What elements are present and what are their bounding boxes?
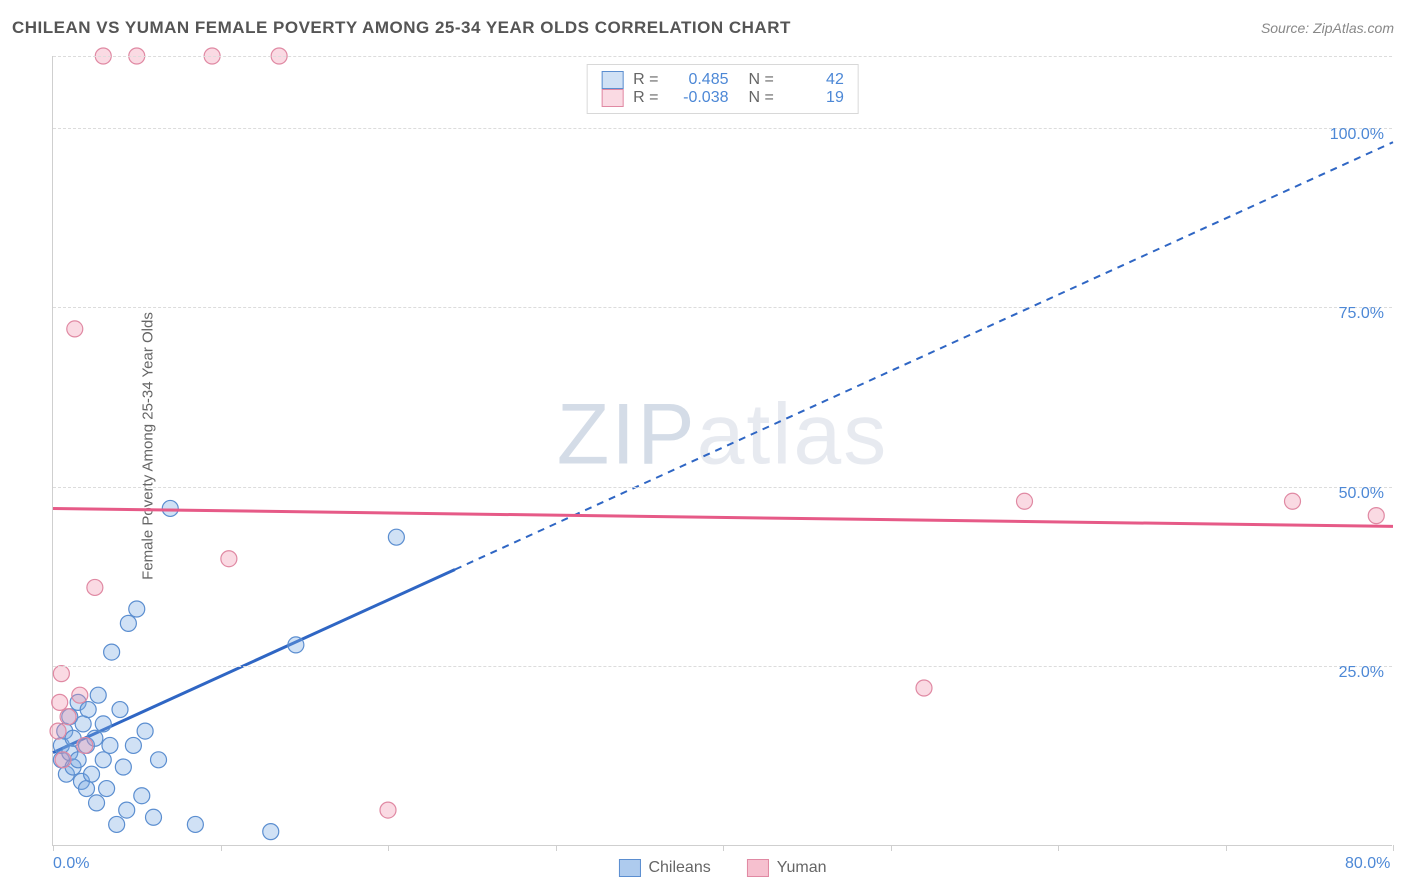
data-point — [119, 802, 135, 818]
legend-stats: R =0.485N =42R =-0.038N =19 — [586, 64, 859, 114]
data-point — [95, 716, 111, 732]
x-tick — [1058, 845, 1059, 851]
x-axis-tick-label: 80.0% — [1345, 855, 1390, 873]
data-point — [380, 802, 396, 818]
data-point — [104, 644, 120, 660]
data-point — [50, 723, 66, 739]
data-point — [55, 752, 71, 768]
data-point — [99, 781, 115, 797]
y-axis-tick-label: 50.0% — [1339, 485, 1384, 503]
x-tick — [221, 845, 222, 851]
data-point — [75, 716, 91, 732]
data-point — [146, 809, 162, 825]
legend-label: Yuman — [777, 859, 827, 877]
x-tick — [891, 845, 892, 851]
data-point — [72, 687, 88, 703]
x-axis-tick-label: 0.0% — [53, 855, 89, 873]
trend-line-dashed — [455, 142, 1393, 569]
data-point — [388, 529, 404, 545]
legend-stat-row: R =-0.038N =19 — [601, 89, 844, 107]
x-tick — [723, 845, 724, 851]
data-point — [125, 737, 141, 753]
data-point — [87, 579, 103, 595]
legend-series: Chileans Yuman — [618, 859, 826, 877]
data-point — [263, 824, 279, 840]
chart-svg — [53, 56, 1392, 845]
data-point — [134, 788, 150, 804]
plot-area: ZIPatlas R =0.485N =42R =-0.038N =19 Chi… — [52, 56, 1392, 846]
legend-item: Chileans — [618, 859, 710, 877]
data-point — [109, 816, 125, 832]
legend-swatch — [618, 859, 640, 877]
gridline — [53, 128, 1392, 129]
gridline — [53, 56, 1392, 57]
gridline — [53, 487, 1392, 488]
legend-swatch — [747, 859, 769, 877]
trend-line — [53, 570, 455, 753]
trend-line — [53, 508, 1393, 526]
x-tick — [53, 845, 54, 851]
data-point — [137, 723, 153, 739]
data-point — [1368, 508, 1384, 524]
chart-title: CHILEAN VS YUMAN FEMALE POVERTY AMONG 25… — [12, 18, 791, 38]
legend-item: Yuman — [747, 859, 827, 877]
data-point — [112, 702, 128, 718]
data-point — [1285, 493, 1301, 509]
data-point — [115, 759, 131, 775]
data-point — [102, 737, 118, 753]
data-point — [89, 795, 105, 811]
y-axis-tick-label: 100.0% — [1330, 126, 1384, 144]
source-attribution: Source: ZipAtlas.com — [1261, 20, 1394, 36]
legend-swatch — [601, 89, 623, 107]
data-point — [187, 816, 203, 832]
data-point — [916, 680, 932, 696]
x-tick — [388, 845, 389, 851]
legend-swatch — [601, 71, 623, 89]
data-point — [70, 752, 86, 768]
x-tick — [1226, 845, 1227, 851]
data-point — [79, 781, 95, 797]
data-point — [84, 766, 100, 782]
data-point — [221, 551, 237, 567]
data-point — [151, 752, 167, 768]
y-axis-tick-label: 75.0% — [1339, 305, 1384, 323]
data-point — [60, 709, 76, 725]
gridline — [53, 666, 1392, 667]
data-point — [288, 637, 304, 653]
gridline — [53, 307, 1392, 308]
x-tick — [556, 845, 557, 851]
data-point — [52, 694, 68, 710]
data-point — [77, 737, 93, 753]
data-point — [80, 702, 96, 718]
data-point — [95, 752, 111, 768]
data-point — [90, 687, 106, 703]
data-point — [53, 666, 69, 682]
legend-stat-row: R =0.485N =42 — [601, 71, 844, 89]
data-point — [129, 601, 145, 617]
data-point — [1017, 493, 1033, 509]
data-point — [120, 615, 136, 631]
legend-label: Chileans — [648, 859, 710, 877]
y-axis-tick-label: 25.0% — [1339, 664, 1384, 682]
x-tick — [1393, 845, 1394, 851]
data-point — [67, 321, 83, 337]
